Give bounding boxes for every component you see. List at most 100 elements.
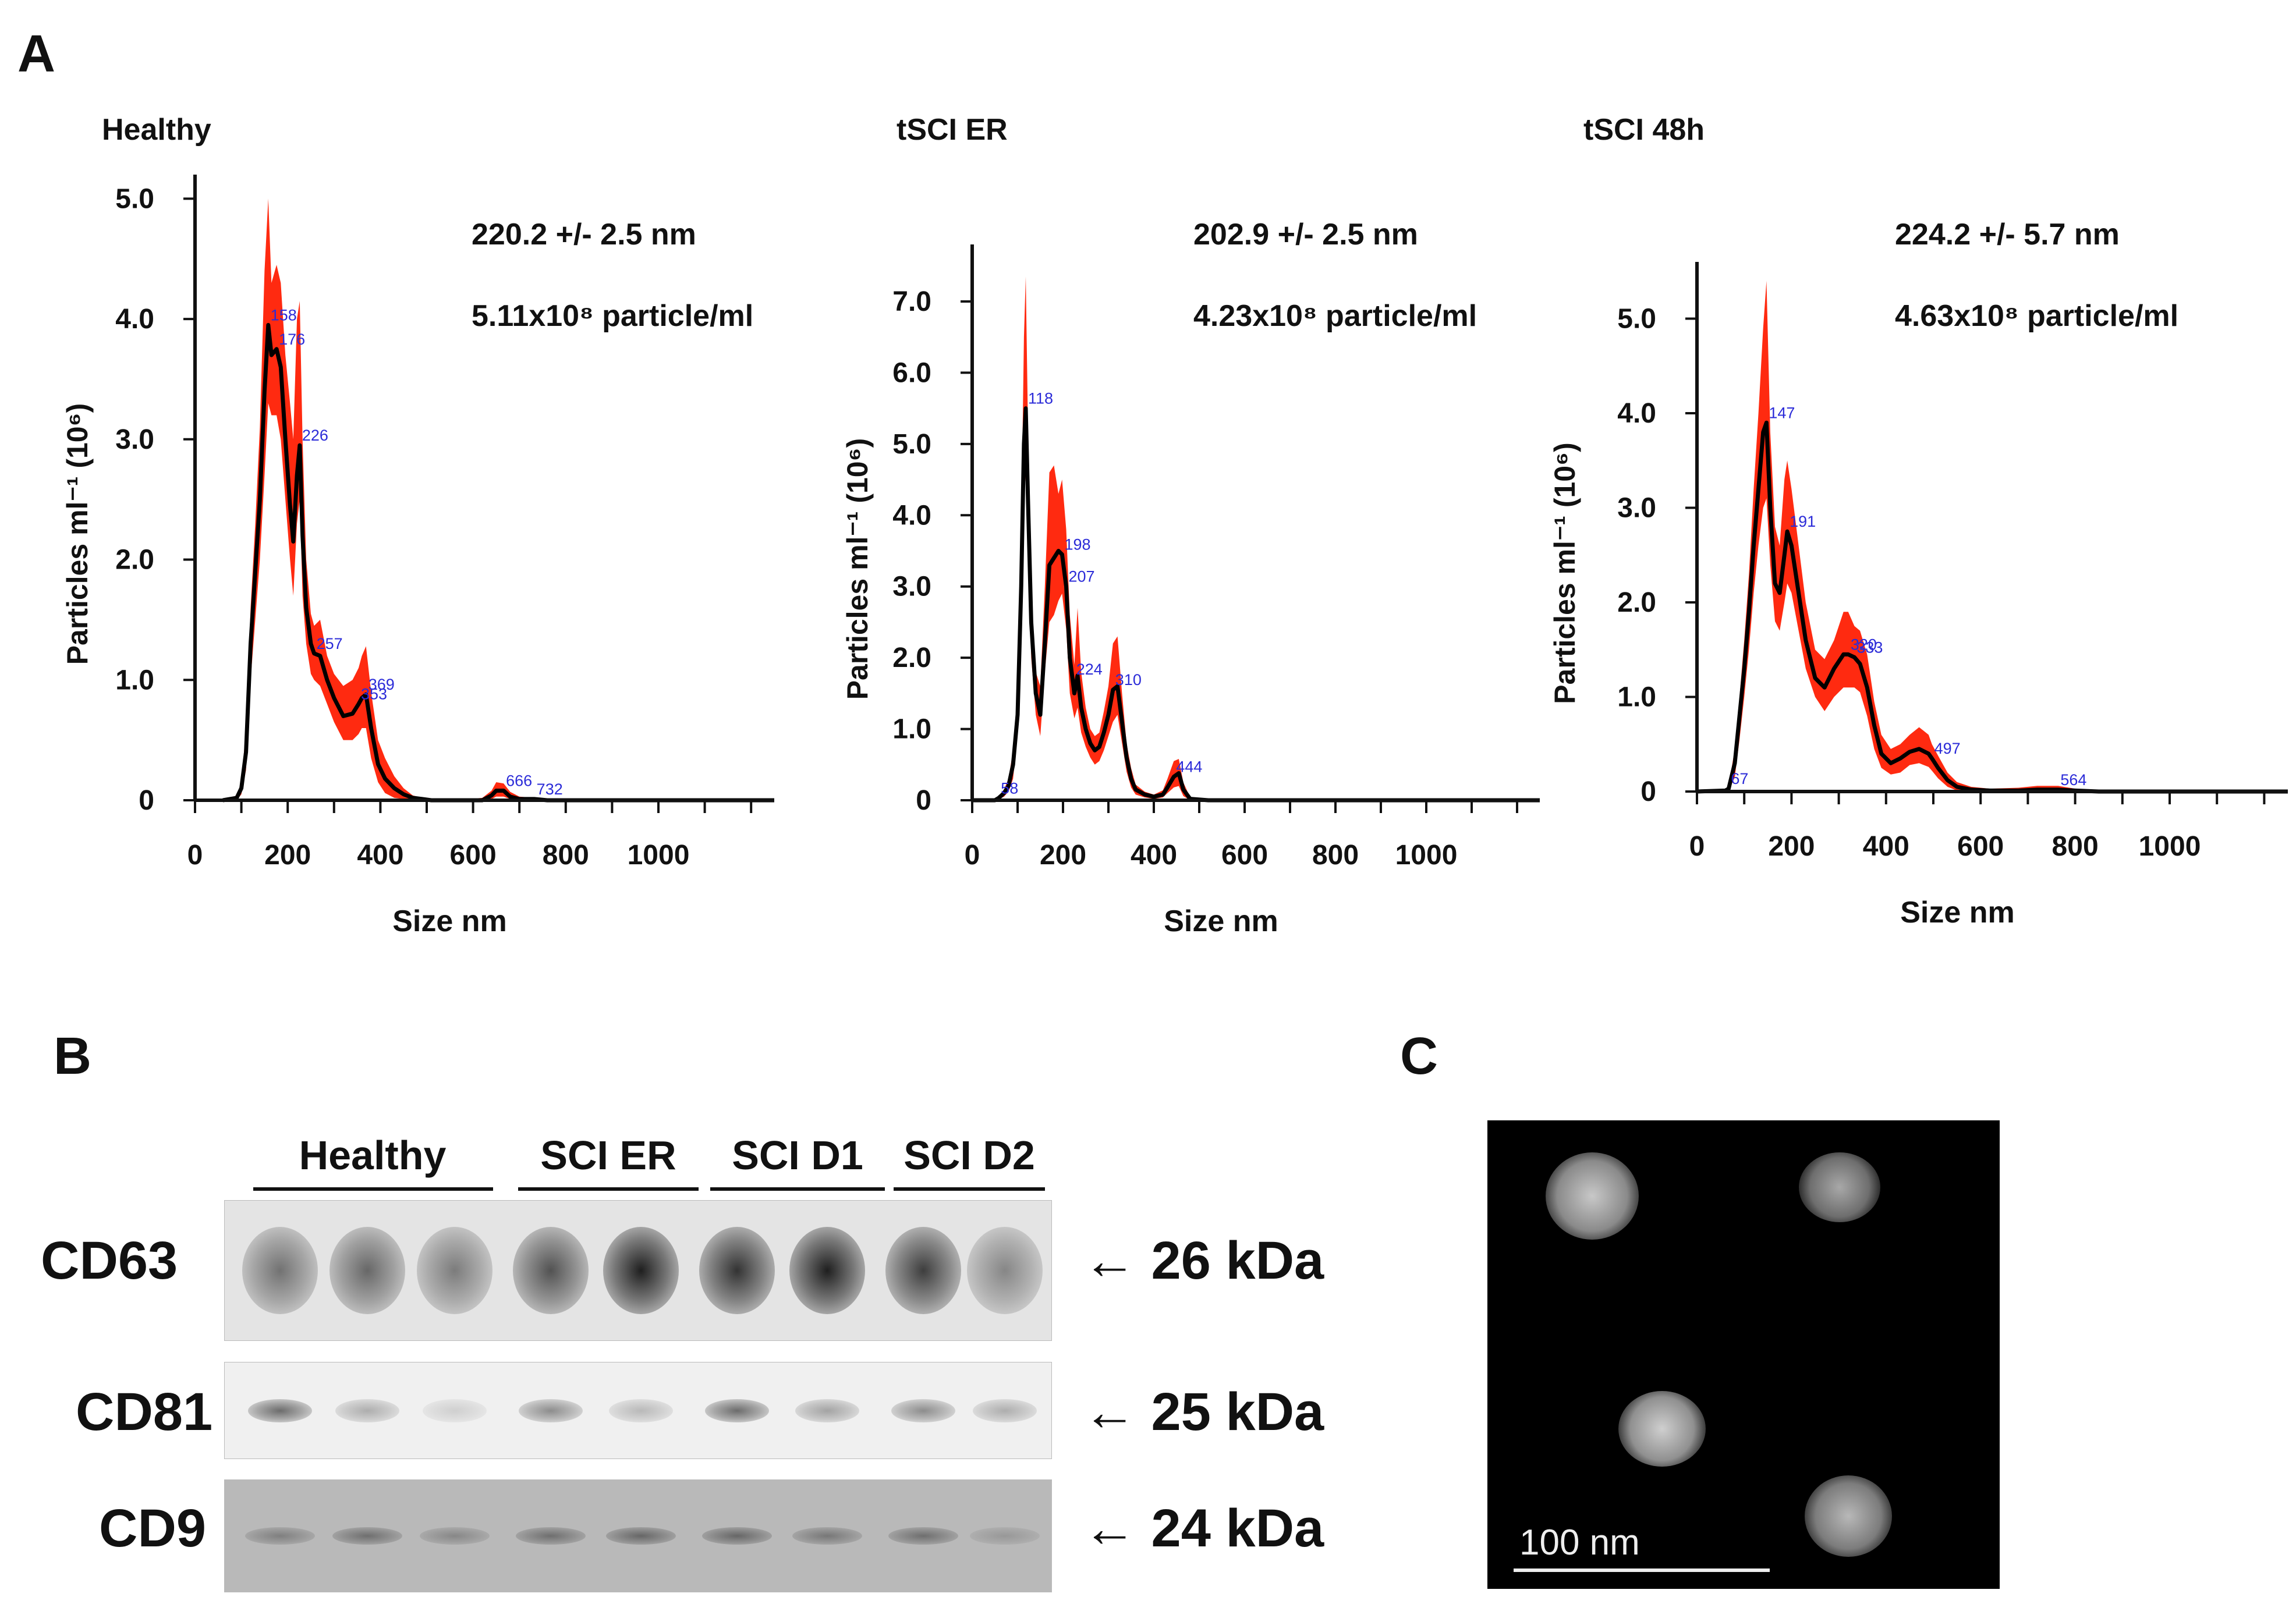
y-tick-label: 2.0 <box>892 643 931 673</box>
blot-band <box>420 1527 490 1545</box>
panel-letter-c: C <box>1400 1027 1438 1085</box>
x-tick-label: 1000 <box>628 840 690 871</box>
blot-band <box>702 1527 772 1545</box>
y-tick-label: 1.0 <box>115 665 154 695</box>
group-line-sci-er <box>518 1187 699 1191</box>
y-axis-label: Particles ml⁻¹ (10⁶) <box>1549 442 1581 704</box>
y-tick-label: 5.0 <box>115 183 154 214</box>
peak-label: 176 <box>279 331 305 348</box>
x-axis-label: Size nm <box>1900 896 2015 929</box>
y-tick-label: 3.0 <box>115 424 154 455</box>
group-label-sci-er: SCI ER <box>540 1133 676 1178</box>
x-tick-label: 0 <box>965 840 980 871</box>
blot-band <box>606 1527 676 1545</box>
blot-band <box>329 1227 405 1314</box>
marker-label-cd63: CD63 <box>41 1231 178 1290</box>
blot-strip-cd9 <box>224 1479 1052 1592</box>
x-tick-label: 200 <box>264 840 311 871</box>
blot-band <box>888 1527 958 1545</box>
blot-band <box>516 1527 586 1545</box>
blot-band <box>789 1227 865 1314</box>
blot-band <box>609 1399 673 1422</box>
blot-band <box>705 1399 769 1422</box>
group-label-sci-d1: SCI D1 <box>732 1133 863 1178</box>
x-tick-label: 600 <box>1221 840 1268 871</box>
y-tick-label: 7.0 <box>892 286 931 317</box>
group-line-healthy <box>253 1187 493 1191</box>
peak-label: 497 <box>1934 740 1961 757</box>
x-tick-label: 0 <box>1689 831 1705 862</box>
error-band-2 <box>1697 281 2288 792</box>
y-tick-label: 1.0 <box>892 714 931 745</box>
chart-annotation: 5.11x10⁸ particle/ml <box>472 299 753 333</box>
x-tick-label: 800 <box>2052 831 2099 862</box>
error-band-0 <box>222 198 774 800</box>
scale-bar <box>1514 1568 1770 1572</box>
group-line-sci-d1 <box>710 1187 885 1191</box>
y-tick-label: 5.0 <box>1617 304 1656 335</box>
panel-letter-a: A <box>17 25 55 83</box>
x-axis-label: Size nm <box>392 904 507 938</box>
chart-annotation: 224.2 +/- 5.7 nm <box>1895 218 2120 251</box>
peak-label: 353 <box>361 686 387 703</box>
group-label-sci-d2: SCI D2 <box>903 1133 1035 1178</box>
y-tick-label: 3.0 <box>892 572 931 602</box>
peak-label: 226 <box>302 427 328 444</box>
blot-band <box>519 1399 583 1422</box>
x-tick-label: 800 <box>543 840 589 871</box>
x-tick-label: 400 <box>1131 840 1177 871</box>
blot-band <box>891 1399 955 1422</box>
peak-label: 310 <box>1115 671 1142 689</box>
y-axis-label: Particles ml⁻¹ (10⁶) <box>841 438 874 700</box>
y-tick-label: 2.0 <box>1617 587 1656 618</box>
peak-label: 333 <box>1856 638 1883 656</box>
marker-label-cd9: CD9 <box>99 1499 207 1558</box>
peak-label: 198 <box>1064 536 1090 553</box>
x-tick-label: 400 <box>1863 831 1909 862</box>
kda-label-cd9: ← 24 kDa <box>1083 1499 1324 1558</box>
kda-label-cd81: ← 25 kDa <box>1083 1382 1324 1442</box>
blot-band <box>335 1399 399 1422</box>
y-tick-label: 4.0 <box>892 500 931 531</box>
mean-line-0 <box>222 322 774 803</box>
peak-label: 666 <box>506 772 532 789</box>
panel-letter-b: B <box>54 1027 91 1085</box>
blot-band <box>245 1527 315 1545</box>
blot-band <box>885 1227 961 1314</box>
y-tick-label: 4.0 <box>1617 398 1656 429</box>
peak-label: 224 <box>1076 661 1103 678</box>
chart-annotation: 202.9 +/- 2.5 nm <box>1193 218 1418 251</box>
x-tick-label: 1000 <box>1395 840 1458 871</box>
blot-strip-cd81 <box>224 1362 1052 1459</box>
vesicle <box>1799 1152 1880 1222</box>
blot-band <box>795 1399 859 1422</box>
peak-label: 732 <box>537 780 563 798</box>
y-axis-label: Particles ml⁻¹ (10⁶) <box>61 403 94 665</box>
chart-annotation: 4.63x10⁸ particle/ml <box>1895 299 2178 333</box>
x-tick-label: 200 <box>1040 840 1086 871</box>
tem-image: 100 nm <box>1487 1120 2000 1589</box>
x-tick-label: 200 <box>1768 831 1815 862</box>
blot-band <box>332 1527 402 1545</box>
y-tick-label: 1.0 <box>1617 682 1656 713</box>
peak-label: 257 <box>317 635 343 652</box>
x-tick-label: 800 <box>1312 840 1359 871</box>
blot-band <box>792 1527 862 1545</box>
chart-annotation: 4.23x10⁸ particle/ml <box>1193 299 1477 333</box>
x-tick-label: 400 <box>357 840 403 871</box>
peak-label: 207 <box>1068 568 1094 585</box>
y-tick-label: 6.0 <box>892 357 931 388</box>
x-tick-label: 600 <box>450 840 497 871</box>
y-tick-label: 4.0 <box>115 304 154 335</box>
peak-label: 320 <box>1851 636 1877 653</box>
blot-band <box>699 1227 775 1314</box>
error-band-1 <box>972 276 1540 801</box>
chart-annotation: 220.2 +/- 2.5 nm <box>472 218 696 251</box>
blot-band <box>973 1399 1037 1422</box>
y-tick-label: 2.0 <box>115 545 154 576</box>
vesicle <box>1618 1391 1706 1467</box>
x-tick-label: 0 <box>187 840 203 871</box>
group-line-sci-d2 <box>894 1187 1045 1191</box>
peak-label: 564 <box>2060 771 2086 789</box>
